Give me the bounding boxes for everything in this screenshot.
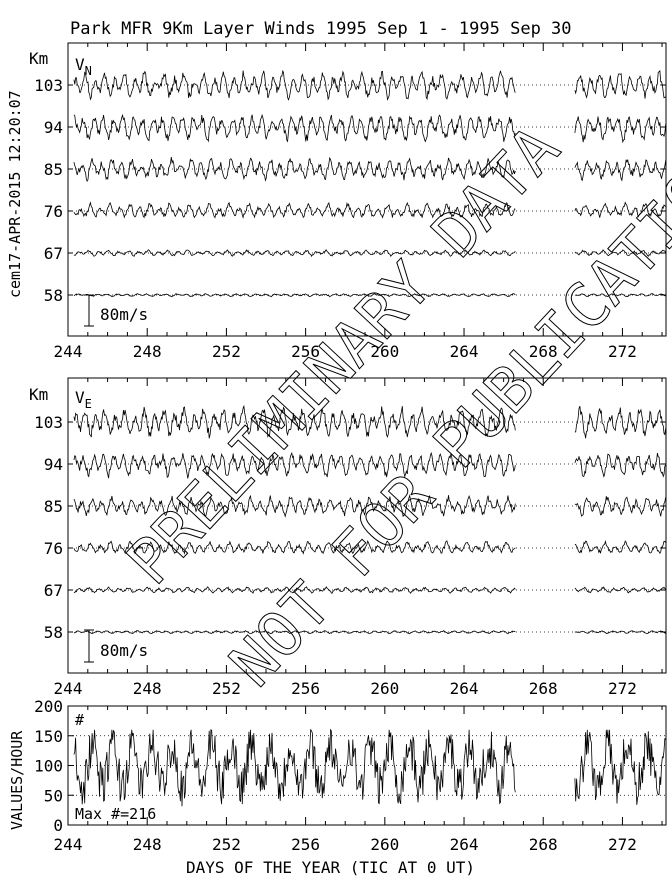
vn-trace-94km bbox=[73, 113, 667, 144]
ve-panel-frame bbox=[67, 377, 667, 674]
vn-component-label: VN bbox=[75, 55, 92, 78]
ve-xtick-label: 264 bbox=[450, 679, 479, 698]
count-ytick-label: 50 bbox=[44, 786, 63, 805]
count-xtick-label: 260 bbox=[370, 835, 399, 854]
vn-altitude-label: 103 bbox=[34, 76, 63, 95]
vn-altitude-label: 94 bbox=[44, 118, 63, 137]
ve-panel: Km VE 103 94 85 76 67 58 80m/s 244 248 252 256 26… bbox=[29, 377, 667, 698]
count-xtick-label: 268 bbox=[529, 835, 558, 854]
count-xtick-label: 272 bbox=[608, 835, 637, 854]
count-xtick-label: 244 bbox=[54, 835, 83, 854]
vn-panel: Km VN 103 94 85 76 67 58 80m/s 244 248 252 256 26… bbox=[29, 42, 667, 361]
count-ytick-label: 100 bbox=[34, 757, 63, 776]
ve-trace-67km bbox=[73, 586, 667, 594]
vn-trace-85km bbox=[73, 156, 667, 183]
ve-xtick-label: 248 bbox=[133, 679, 162, 698]
count-xtick-label: 256 bbox=[291, 835, 320, 854]
chart-title: Park MFR 9Km Layer Winds 1995 Sep 1 - 19… bbox=[70, 19, 572, 39]
vn-xtick-label: 272 bbox=[608, 342, 637, 361]
vn-xtick-label: 260 bbox=[370, 342, 399, 361]
vn-xtick-label: 268 bbox=[529, 342, 558, 361]
vn-altitude-label: 76 bbox=[44, 202, 63, 221]
vn-xtick-label: 264 bbox=[450, 342, 479, 361]
vn-xtick-label: 256 bbox=[291, 342, 320, 361]
count-xtick-label: 252 bbox=[212, 835, 241, 854]
timestamp-stamp: cem17-APR-2015 12:20:07 bbox=[6, 90, 24, 298]
vn-altitude-label: 85 bbox=[44, 160, 63, 179]
ve-xtick-label: 268 bbox=[529, 679, 558, 698]
watermark: PRELIMINARY DATA NOT FOR PUBLICATION bbox=[112, 111, 672, 701]
ve-xtick-label: 252 bbox=[212, 679, 241, 698]
count-xtick-label: 248 bbox=[133, 835, 162, 854]
ve-trace-58km bbox=[73, 630, 666, 635]
count-ytick-label: 150 bbox=[34, 727, 63, 746]
count-ytick-label: 200 bbox=[34, 697, 63, 716]
x-axis-title: DAYS OF THE YEAR (TIC AT 0 UT) bbox=[186, 858, 475, 877]
ve-altitude-label: 94 bbox=[44, 455, 63, 474]
ve-scale-bar bbox=[84, 629, 94, 663]
count-axis-label: VALUES/HOUR bbox=[8, 730, 26, 830]
vn-trace-58km bbox=[73, 293, 666, 298]
count-max-label: Max #=216 bbox=[75, 805, 156, 823]
ve-trace-94km bbox=[73, 451, 667, 479]
ve-altitude-label: 76 bbox=[44, 539, 63, 558]
ve-component-label: VE bbox=[75, 388, 92, 411]
ve-altitude-label: 103 bbox=[34, 413, 63, 432]
vn-trace-76km bbox=[73, 201, 666, 219]
vn-panel-frame bbox=[67, 42, 667, 337]
ve-altitude-label: 58 bbox=[44, 623, 63, 642]
count-ytick-label: 0 bbox=[53, 816, 63, 835]
count-series-line bbox=[73, 728, 666, 807]
count-corner-label: # bbox=[75, 711, 84, 729]
ve-altitude-label: 85 bbox=[44, 497, 63, 516]
ve-altitude-label: 67 bbox=[44, 581, 63, 600]
vn-xtick-label: 252 bbox=[212, 342, 241, 361]
ve-trace-85km bbox=[73, 494, 667, 518]
vn-axis-unit: Km bbox=[29, 49, 48, 68]
vn-altitude-label: 67 bbox=[44, 244, 63, 263]
vn-xtick-label: 244 bbox=[54, 342, 83, 361]
ve-xtick-label: 272 bbox=[608, 679, 637, 698]
count-panel: VALUES/HOUR # 0 50 100 150 200 Max #=216 244… bbox=[8, 697, 667, 877]
ve-axis-unit: Km bbox=[29, 385, 48, 404]
vn-trace-67km bbox=[73, 249, 667, 258]
vn-scale-label: 80m/s bbox=[100, 305, 148, 324]
vn-xtick-label: 248 bbox=[133, 342, 162, 361]
ve-scale-label: 80m/s bbox=[100, 641, 148, 660]
vn-altitude-label: 58 bbox=[44, 286, 63, 305]
ve-xtick-label: 256 bbox=[291, 679, 320, 698]
vn-trace-103km bbox=[73, 69, 666, 101]
vn-scale-bar bbox=[84, 294, 94, 327]
count-xtick-label: 264 bbox=[450, 835, 479, 854]
ve-xtick-label: 260 bbox=[370, 679, 399, 698]
ve-trace-76km bbox=[73, 539, 667, 555]
ve-trace-103km bbox=[73, 404, 667, 439]
ve-xtick-label: 244 bbox=[54, 679, 83, 698]
